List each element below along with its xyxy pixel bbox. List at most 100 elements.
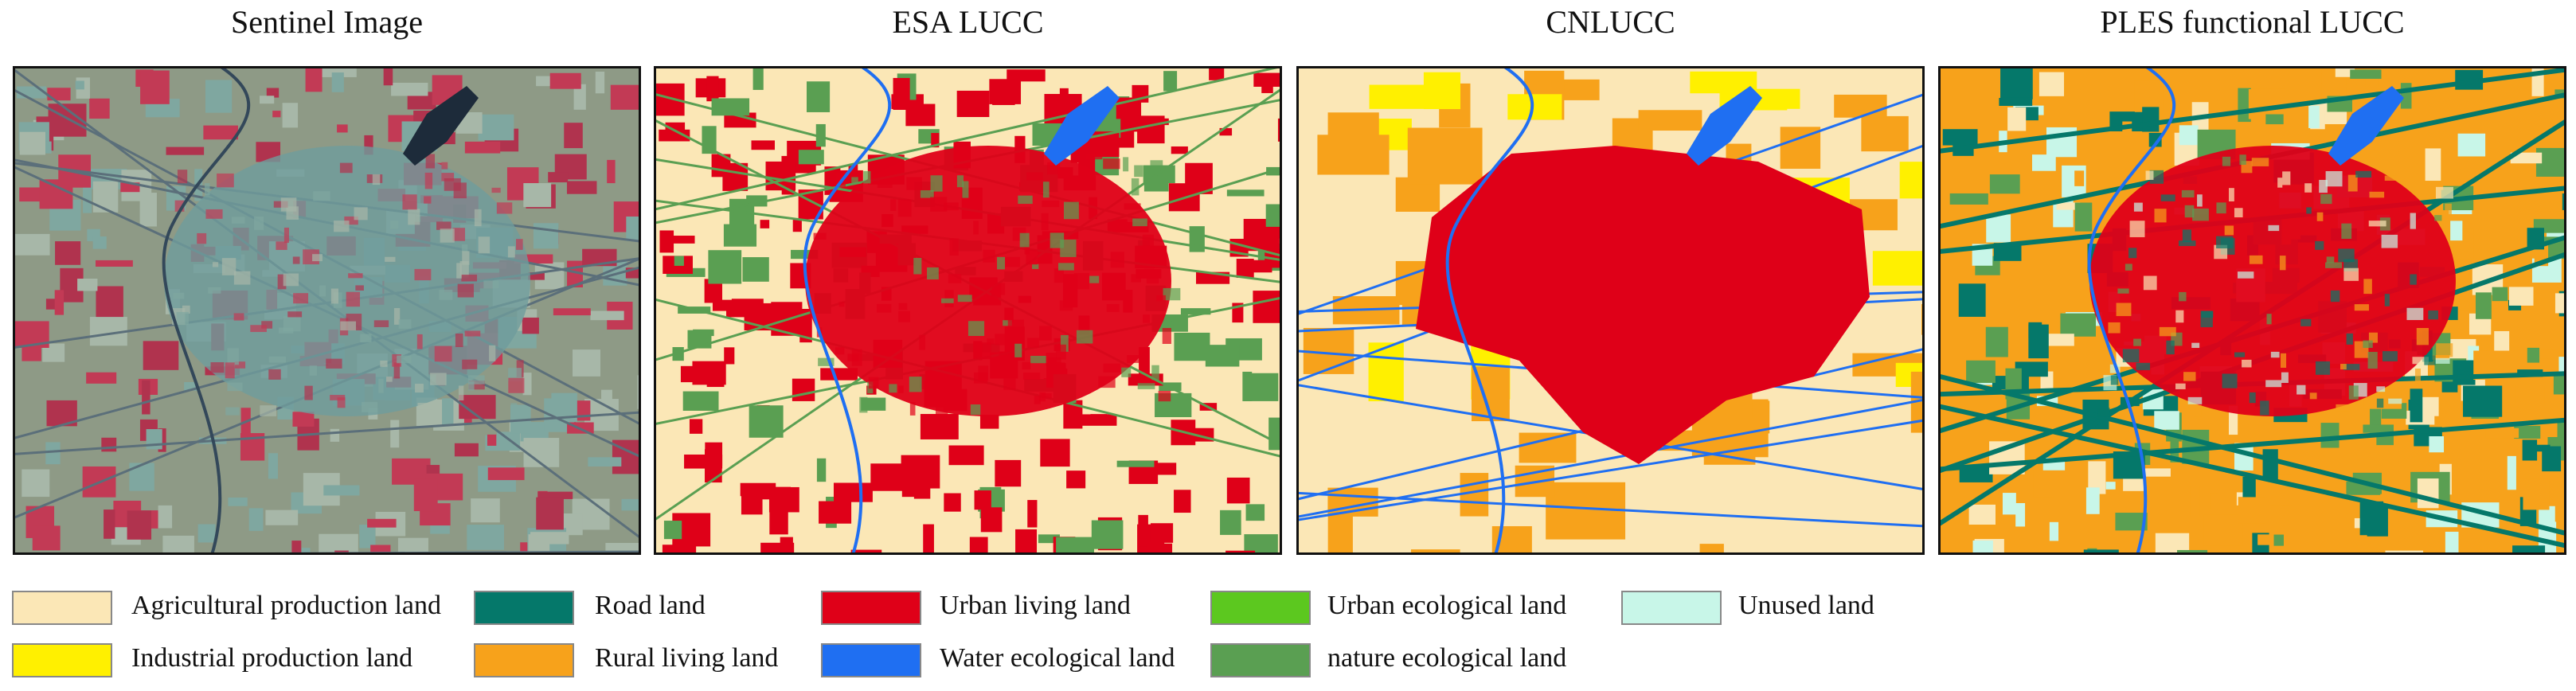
river xyxy=(2087,66,2175,555)
urban-detail xyxy=(2110,375,2119,385)
land-patch xyxy=(1985,326,2008,357)
land-patch xyxy=(166,146,205,155)
urban-detail xyxy=(962,181,969,198)
land-patch xyxy=(2492,287,2508,302)
urban-detail xyxy=(2376,386,2386,392)
urban-detail xyxy=(906,177,922,190)
urban-detail xyxy=(197,232,207,244)
urban-detail xyxy=(818,357,835,366)
urban-detail xyxy=(361,401,378,412)
lake xyxy=(403,86,479,166)
land-patch xyxy=(1100,97,1139,106)
land-patch xyxy=(1899,162,1925,199)
land-patch xyxy=(848,163,858,176)
land-patch xyxy=(1507,94,1562,120)
urban-detail xyxy=(935,404,948,417)
land-patch xyxy=(1174,490,1191,513)
land-patch xyxy=(2170,430,2179,463)
urban-detail xyxy=(330,395,346,400)
urban-detail xyxy=(2159,326,2176,337)
urban-detail xyxy=(2143,275,2157,291)
urban-detail xyxy=(227,382,243,392)
land-patch xyxy=(54,290,64,315)
urban-detail xyxy=(1060,239,1077,257)
land-patch xyxy=(104,509,115,539)
urban-detail xyxy=(1134,165,1143,178)
land-patch xyxy=(301,548,311,555)
land-patch xyxy=(807,81,831,112)
urban-detail xyxy=(459,260,469,276)
urban-detail xyxy=(2175,310,2184,323)
urban-detail xyxy=(1121,367,1132,377)
land-patch xyxy=(2542,446,2562,472)
urban-detail xyxy=(2239,154,2246,165)
urban-detail xyxy=(1041,213,1049,231)
urban-detail xyxy=(2251,158,2269,166)
land-patch xyxy=(2257,534,2273,545)
land-patch xyxy=(2115,513,2148,531)
land-patch xyxy=(367,518,397,528)
road xyxy=(1296,419,1925,521)
urban-detail xyxy=(1163,287,1181,301)
urban-detail xyxy=(2341,223,2352,239)
urban-detail xyxy=(313,191,330,201)
urban-detail xyxy=(1057,263,1074,271)
land-patch xyxy=(1137,115,1165,144)
land-patch xyxy=(1219,127,1233,136)
land-patch xyxy=(969,537,988,555)
urban-detail xyxy=(2369,191,2385,198)
land-patch xyxy=(282,103,299,128)
urban-detail xyxy=(378,378,384,393)
land-patch xyxy=(1966,360,1996,383)
urban-detail xyxy=(2343,267,2359,281)
land-patch xyxy=(1150,523,1174,543)
urban-detail xyxy=(254,217,264,230)
urban-detail xyxy=(1124,203,1141,210)
land-patch xyxy=(1519,432,1577,463)
land-patch xyxy=(2308,105,2320,128)
urban-detail xyxy=(330,288,338,304)
urban-detail xyxy=(967,321,985,337)
urban-detail xyxy=(945,400,961,407)
urban-detail xyxy=(478,236,491,254)
land-patch xyxy=(1834,94,1887,118)
urban-detail xyxy=(2187,396,2203,404)
urban-detail xyxy=(868,377,879,389)
land-patch xyxy=(83,183,92,213)
land-patch xyxy=(2335,66,2355,77)
urban-detail xyxy=(1162,327,1171,344)
land-patch xyxy=(2485,427,2519,439)
land-patch xyxy=(621,498,641,511)
urban-detail xyxy=(2368,332,2379,343)
urban-detail xyxy=(944,202,959,211)
land-patch xyxy=(89,98,110,119)
land-patch xyxy=(1699,544,1724,555)
land-patch xyxy=(2535,193,2562,212)
land-patch xyxy=(383,67,393,86)
urban-detail xyxy=(2266,314,2272,325)
land-patch xyxy=(962,107,978,117)
land-patch xyxy=(2142,107,2160,132)
panel-title: CNLUCC xyxy=(1546,4,1675,40)
urban-detail xyxy=(1041,393,1052,399)
land-patch xyxy=(2018,552,2028,555)
urban-detail xyxy=(2410,274,2417,285)
urban-detail xyxy=(2384,294,2390,306)
urban-detail xyxy=(1085,154,1103,160)
urban-detail xyxy=(292,256,300,264)
land-patch xyxy=(1999,97,2033,106)
land-patch xyxy=(798,150,824,165)
land-patch xyxy=(2088,461,2106,494)
urban-detail xyxy=(1027,338,1039,348)
land-patch xyxy=(47,88,71,101)
urban-detail xyxy=(2336,404,2351,412)
urban-detail xyxy=(2368,221,2386,227)
land-patch xyxy=(260,96,275,104)
land-patch xyxy=(724,112,756,128)
urban-detail xyxy=(385,256,396,262)
urban-detail xyxy=(876,303,892,313)
urban-detail xyxy=(1026,172,1043,181)
urban-detail xyxy=(261,321,273,329)
land-patch xyxy=(566,181,597,194)
land-patch xyxy=(2248,88,2285,119)
